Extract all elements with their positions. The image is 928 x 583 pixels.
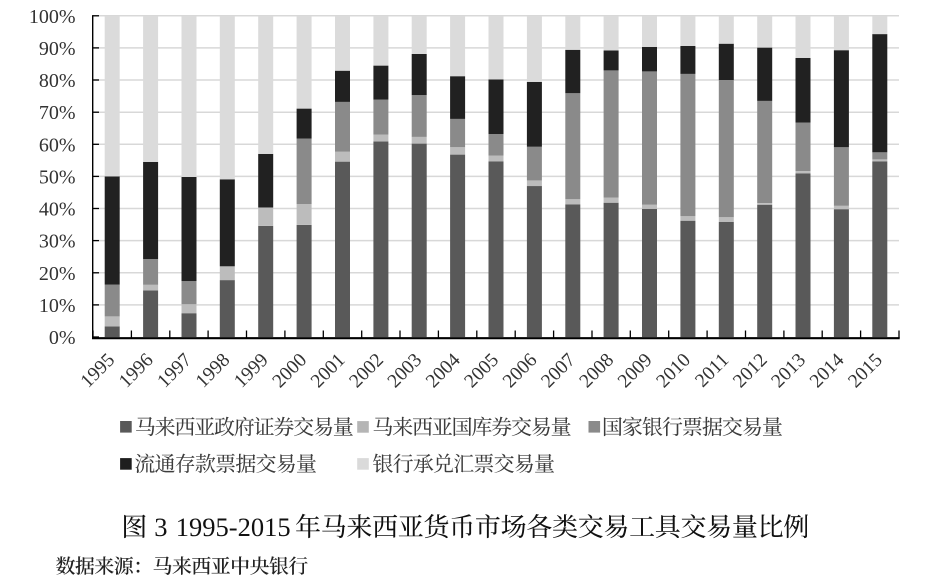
svg-text:40%: 40% [39, 199, 76, 221]
svg-text:20%: 20% [39, 263, 76, 285]
svg-text:60%: 60% [39, 134, 76, 156]
svg-text:0%: 0% [49, 327, 76, 349]
svg-text:100%: 100% [29, 6, 76, 28]
svg-text:80%: 80% [39, 70, 76, 92]
svg-text:50%: 50% [39, 166, 76, 188]
svg-text:3: 3 [154, 512, 167, 542]
svg-text:1995-2015: 1995-2015 [176, 512, 291, 542]
svg-text:70%: 70% [39, 102, 76, 124]
svg-text:10%: 10% [39, 295, 76, 317]
svg-text:90%: 90% [39, 38, 76, 60]
svg-text:30%: 30% [39, 231, 76, 253]
